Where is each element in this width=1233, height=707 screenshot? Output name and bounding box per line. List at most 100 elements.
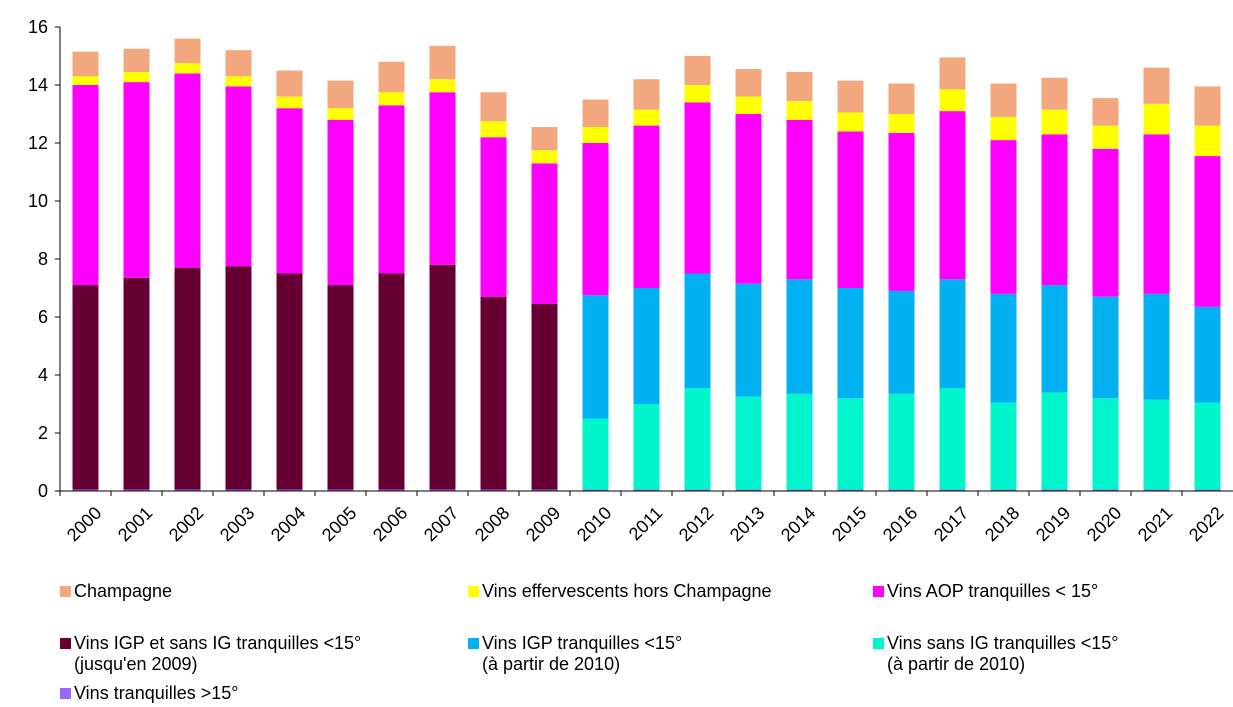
bar-segment (1092, 98, 1119, 126)
bar-segment (1041, 285, 1068, 393)
x-tick-label: 2007 (420, 503, 462, 545)
bar-segment (429, 92, 456, 265)
bar-segment (327, 285, 354, 490)
bar-segment (1194, 489, 1221, 491)
bar-segment (72, 489, 99, 491)
bar-segment (531, 489, 558, 491)
bar-segment (123, 277, 150, 490)
bar-segment (582, 127, 609, 143)
bar-segment (174, 267, 201, 490)
y-tick-label: 16 (28, 17, 48, 37)
bar-segment (633, 79, 660, 110)
y-tick-label: 8 (38, 249, 48, 269)
bar-segment (123, 82, 150, 278)
bar-segment (990, 83, 1017, 117)
bar-segment (123, 71, 150, 83)
bar-segment (1194, 156, 1221, 307)
bar-segment (837, 489, 864, 491)
x-tick-label: 2004 (267, 503, 309, 545)
legend-item: Vins tranquilles >15° (60, 683, 238, 704)
bar-segment (735, 96, 762, 114)
bar-segment (531, 163, 558, 304)
bar-segment (1092, 489, 1119, 491)
bar-segment (72, 76, 99, 85)
bar-segment (684, 56, 711, 85)
bar-segment (735, 489, 762, 491)
bar-segment (123, 48, 150, 72)
bar-segment (378, 61, 405, 93)
bar-segment (1194, 306, 1221, 403)
bar-segment (123, 489, 150, 491)
bar-segment (837, 398, 864, 490)
x-tick-label: 2018 (981, 503, 1023, 545)
x-tick-label: 2014 (777, 503, 819, 545)
bar-segment (1143, 134, 1170, 294)
bar-segment (888, 132, 915, 291)
bar-segment (888, 114, 915, 133)
bar-segment (684, 102, 711, 274)
bar-segment (276, 108, 303, 274)
x-tick-label: 2002 (165, 503, 207, 545)
x-tick-label: 2011 (625, 503, 667, 545)
x-tick-label: 2010 (573, 503, 615, 545)
bar-segment (429, 45, 456, 80)
bar-segment (990, 293, 1017, 403)
bar-segment (327, 119, 354, 286)
bar-segment (990, 402, 1017, 490)
bar-segment (939, 89, 966, 112)
bar-segment (1092, 148, 1119, 297)
bar-segment (735, 396, 762, 490)
legend-label: Champagne (74, 581, 173, 601)
bar-segment (276, 96, 303, 109)
legend-item: Vins IGP tranquilles <15° (à partir de 2… (468, 633, 682, 675)
bar-segment (582, 295, 609, 419)
legend-label: Vins AOP tranquilles < 15° (887, 581, 1099, 601)
bar-segment (990, 489, 1017, 491)
bar-segment (1143, 67, 1170, 104)
bar-segment (582, 418, 609, 490)
bar-segment (633, 489, 660, 491)
x-tick-label: 2012 (675, 503, 717, 545)
x-tick-label: 2013 (726, 503, 768, 545)
bar-segment (735, 283, 762, 397)
bar-segment (939, 388, 966, 490)
legend-swatch (60, 688, 71, 699)
y-tick-label: 6 (38, 307, 48, 327)
bar-segment (786, 279, 813, 394)
bar-segment (1194, 86, 1221, 126)
bar-segment (174, 63, 201, 74)
bar-segment (1194, 402, 1221, 490)
legend-swatch (60, 638, 71, 649)
bar-segment (531, 303, 558, 490)
bar-segment (939, 57, 966, 90)
legend-item: Vins sans IG tranquilles <15° (à partir … (873, 633, 1119, 675)
bar-segment (582, 143, 609, 296)
bar-segment (327, 489, 354, 491)
legend-label: Vins effervescents hors Champagne (482, 581, 772, 601)
bar-segment (174, 38, 201, 64)
y-tick-label: 2 (38, 423, 48, 443)
bar-segment (837, 288, 864, 399)
bar-segment (480, 92, 507, 122)
bar-segment (684, 489, 711, 491)
bar-segment (174, 489, 201, 491)
bar-segment (72, 51, 99, 77)
legend-item: Vins effervescents hors Champagne (468, 581, 772, 602)
bar-segment (327, 80, 354, 109)
legend-swatch (60, 586, 71, 597)
bar-segment (888, 290, 915, 394)
bar-segment (939, 279, 966, 389)
bar-segment (990, 116, 1017, 141)
bar-segment (429, 264, 456, 490)
bar-segment (786, 71, 813, 101)
bar-segment (276, 273, 303, 490)
x-tick-label: 2015 (828, 503, 870, 545)
y-tick-label: 4 (38, 365, 48, 385)
bar-segment (378, 105, 405, 274)
y-tick-label: 0 (38, 481, 48, 501)
legend-label: Vins tranquilles >15° (74, 683, 239, 703)
bar-segment (888, 489, 915, 491)
bar-segment (1143, 103, 1170, 135)
legend-item: Vins IGP et sans IG tranquilles <15° (ju… (60, 633, 361, 675)
